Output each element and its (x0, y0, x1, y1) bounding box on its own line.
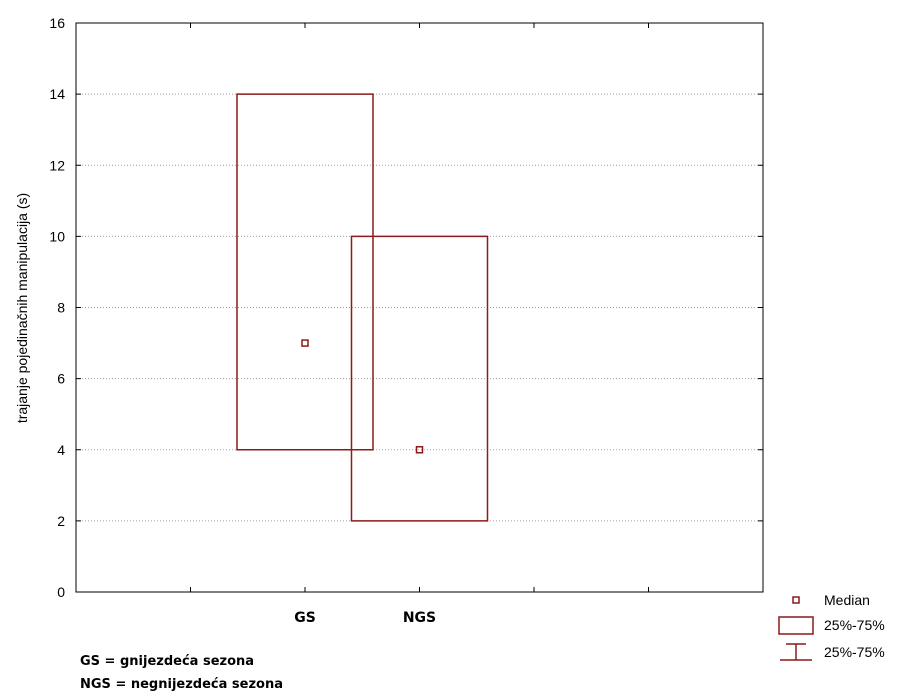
x-category-label: GS (294, 610, 316, 626)
y-tick-label: 6 (57, 371, 65, 387)
legend-whisker-icon (780, 643, 812, 661)
y-tick-label: 8 (57, 300, 65, 316)
median-marker-ngs (415, 446, 424, 454)
box-gs (236, 93, 374, 451)
y-tick-label: 10 (49, 228, 65, 244)
x-ticks: GS NGS (190, 23, 649, 626)
legend: Median 25%-75% 25%-75% (778, 592, 885, 661)
legend-box-icon (778, 616, 814, 635)
y-tick-label: 2 (57, 513, 65, 529)
legend-median-icon (792, 596, 800, 604)
y-tick-label: 16 (49, 15, 65, 31)
x-category-label: NGS (403, 610, 436, 626)
y-tick-label: 12 (49, 157, 65, 173)
grid-lines (76, 93, 763, 522)
y-axis-label: trajanje pojedinačnih manipulacija (s) (14, 193, 30, 423)
y-tick-label: 4 (57, 442, 65, 458)
median-marker-gs (301, 339, 309, 347)
legend-box-label: 25%-75% (824, 617, 885, 633)
note-ngs: NGS = negnijezdeća sezona (80, 677, 283, 692)
boxes (236, 93, 489, 522)
box-ngs (350, 235, 489, 522)
y-ticks: 0 2 4 6 8 10 12 14 16 (49, 15, 763, 600)
legend-whisker-label: 25%-75% (824, 644, 885, 660)
y-tick-label: 0 (57, 584, 65, 600)
plot-frame (75, 22, 764, 593)
y-tick-label: 14 (49, 86, 65, 102)
legend-median-label: Median (824, 592, 870, 608)
note-gs: GS = gnijezdeća sezona (80, 654, 254, 669)
